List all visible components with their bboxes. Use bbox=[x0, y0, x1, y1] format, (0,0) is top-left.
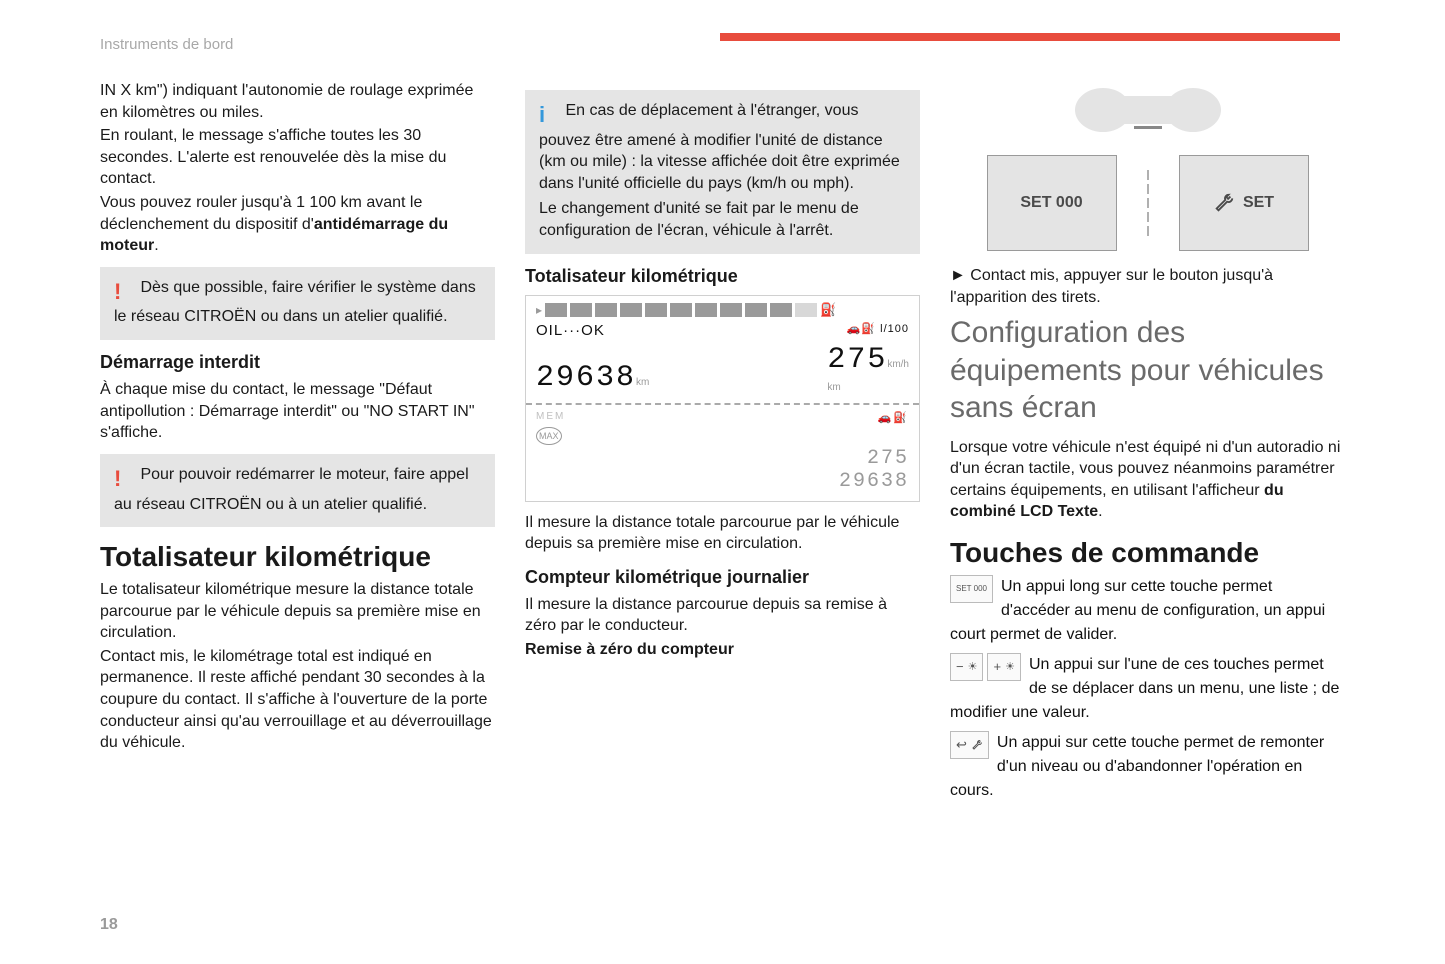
set-000-label: SET 000 bbox=[1020, 194, 1082, 212]
set-buttons-illustration: SET 000 SET bbox=[950, 155, 1345, 251]
trip-speed: 275 bbox=[867, 447, 909, 470]
header-red-bar bbox=[720, 33, 1340, 41]
cluster-shape-illustration bbox=[950, 80, 1345, 145]
warning-callout: ! Pour pouvoir redémarrer le moteur, fai… bbox=[100, 454, 495, 527]
fuel-bar-row: ▸ ⛽ bbox=[526, 296, 919, 320]
max-label: MAX bbox=[536, 427, 562, 445]
heading-configuration: Configuration des équipements pour véhic… bbox=[950, 314, 1345, 427]
trip-speed-row: 275 bbox=[526, 447, 919, 470]
info-callout: i En cas de déplacement à l'étranger, vo… bbox=[525, 90, 920, 254]
body-text: Lorsque votre véhicule n'est équipé ni d… bbox=[950, 437, 1345, 523]
instrument-cluster-icon bbox=[1068, 80, 1228, 140]
heading-totalisateur: Totalisateur kilométrique bbox=[100, 541, 495, 573]
lcd-display-illustration: ▸ ⛽ OIL···OK 🚗⛽ l/100 29638km 275km/hkm … bbox=[525, 295, 920, 502]
bullet-text: ► Contact mis, appuyer sur le bouton jus… bbox=[950, 265, 1345, 308]
info-icon: i bbox=[539, 100, 561, 130]
set-000-small-button: SET 000 bbox=[950, 575, 993, 603]
callout-text: Pour pouvoir redémarrer le moteur, faire… bbox=[114, 466, 469, 513]
mem-label: MEM bbox=[536, 411, 565, 424]
column-2: i En cas de déplacement à l'étranger, vo… bbox=[525, 80, 920, 805]
heading-demarrage: Démarrage interdit bbox=[100, 352, 495, 373]
trip-odo-row: 29638 bbox=[526, 470, 919, 501]
callout-text: Dès que possible, faire vérifier le syst… bbox=[114, 279, 476, 326]
control-row-plusminus: − ☀ + ☀ Un appui sur l'une de ces touche… bbox=[950, 653, 1345, 725]
body-text: En roulant, le message s'affiche toutes … bbox=[100, 125, 495, 190]
oil-ok-text: OIL···OK bbox=[536, 322, 605, 339]
heading-touches: Touches de commande bbox=[950, 537, 1345, 569]
body-text: À chaque mise du contact, le message "Dé… bbox=[100, 379, 495, 444]
control-row-set: SET 000 Un appui long sur cette touche p… bbox=[950, 575, 1345, 647]
control-text: Un appui long sur cette touche permet d'… bbox=[950, 578, 1325, 643]
wrench-small-icon bbox=[971, 739, 983, 751]
warning-icon: ! bbox=[114, 277, 136, 307]
page-number: 18 bbox=[100, 916, 118, 934]
unit: km/h bbox=[887, 359, 909, 370]
warning-callout: ! Dès que possible, faire vérifier le sy… bbox=[100, 267, 495, 340]
column-1: IN X km") indiquant l'autonomie de roula… bbox=[100, 80, 495, 805]
heading-journalier: Compteur kilométrique journalier bbox=[525, 567, 920, 588]
odometer-row: 29638km 275km/hkm bbox=[526, 341, 919, 403]
body-text: IN X km") indiquant l'autonomie de roula… bbox=[100, 80, 495, 123]
body-text: Il mesure la distance parcourue depuis s… bbox=[525, 594, 920, 637]
breadcrumb: Instruments de bord bbox=[100, 36, 233, 53]
text: . bbox=[154, 237, 158, 254]
dashed-separator bbox=[1147, 170, 1149, 236]
body-text: Il mesure la distance totale parcourue p… bbox=[525, 512, 920, 555]
wrench-icon bbox=[1213, 192, 1235, 214]
body-text: Le totalisateur kilométrique mesure la d… bbox=[100, 579, 495, 644]
consumption-unit: l/100 bbox=[880, 323, 909, 335]
minus-button: − ☀ bbox=[950, 653, 983, 681]
page-columns: IN X km") indiquant l'autonomie de roula… bbox=[100, 80, 1345, 805]
text: . bbox=[1098, 503, 1102, 520]
control-row-back: ↩ Un appui sur cette touche permet de re… bbox=[950, 731, 1345, 803]
range-value: 275 bbox=[827, 343, 887, 377]
plus-button: + ☀ bbox=[987, 653, 1020, 681]
odometer-unit: km bbox=[636, 377, 649, 388]
heading-totalisateur: Totalisateur kilométrique bbox=[525, 266, 920, 287]
warning-icon: ! bbox=[114, 464, 136, 494]
plus-label: + bbox=[993, 657, 1001, 677]
trip-odo: 29638 bbox=[839, 470, 909, 493]
max-row: MAX bbox=[526, 424, 919, 447]
sun-icon: ☀ bbox=[1005, 659, 1015, 676]
body-text: Vous pouvez rouler jusqu'à 1 100 km avan… bbox=[100, 192, 495, 257]
set-label: SET bbox=[1243, 194, 1274, 212]
set-000-button: SET 000 bbox=[987, 155, 1117, 251]
back-button: ↩ bbox=[950, 731, 989, 759]
callout-text: Le changement d'unité se fait par le men… bbox=[539, 200, 859, 239]
oil-row: OIL···OK 🚗⛽ l/100 bbox=[526, 320, 919, 341]
set-wrench-button: SET bbox=[1179, 155, 1309, 251]
body-text-bold: Remise à zéro du compteur bbox=[525, 639, 920, 661]
body-text: Contact mis, le kilométrage total est in… bbox=[100, 646, 495, 754]
column-3: SET 000 SET ► Contact mis, appuyer sur l… bbox=[950, 80, 1345, 805]
unit: km bbox=[827, 382, 840, 393]
sun-icon: ☀ bbox=[968, 659, 978, 676]
callout-text: En cas de déplacement à l'étranger, vous… bbox=[539, 102, 900, 192]
control-text: Un appui sur cette touche permet de remo… bbox=[950, 734, 1324, 799]
back-arrow-icon: ↩ bbox=[956, 735, 967, 755]
mem-row: MEM 🚗⛽ bbox=[526, 405, 919, 424]
minus-label: − bbox=[956, 657, 964, 677]
odometer-value: 29638 bbox=[536, 361, 636, 395]
